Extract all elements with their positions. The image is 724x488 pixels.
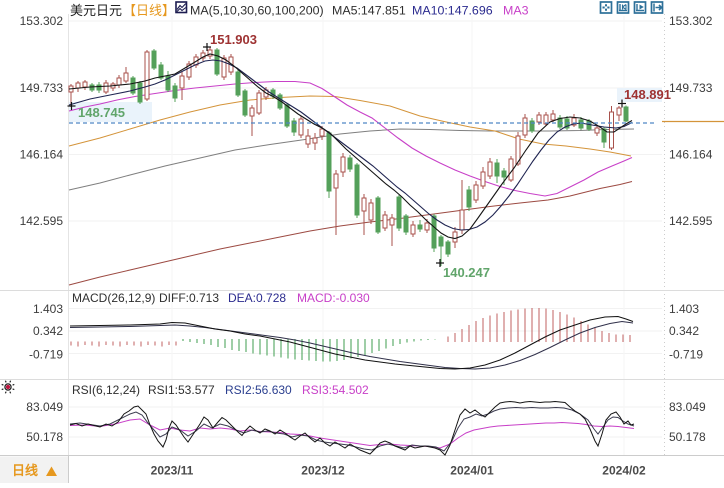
svg-text:83.049: 83.049 — [26, 400, 63, 414]
svg-text:-0.719: -0.719 — [29, 348, 63, 362]
svg-text:RSI3:54.502: RSI3:54.502 — [302, 383, 369, 397]
svg-text:148.891: 148.891 — [624, 87, 671, 102]
svg-text:0.342: 0.342 — [669, 324, 699, 338]
svg-text:142.595: 142.595 — [669, 214, 713, 228]
svg-text:153.302: 153.302 — [669, 14, 713, 28]
svg-text:RSI(6,12,24): RSI(6,12,24) — [72, 383, 140, 397]
svg-text:149.733: 149.733 — [20, 81, 64, 95]
svg-text:【日线】: 【日线】 — [123, 3, 175, 18]
svg-text:2023/12: 2023/12 — [301, 464, 345, 478]
svg-text:2023/11: 2023/11 — [151, 464, 194, 478]
svg-text:50.178: 50.178 — [669, 430, 706, 444]
svg-text:MACD:-0.030: MACD:-0.030 — [297, 291, 370, 305]
svg-text:MA3: MA3 — [503, 4, 529, 18]
svg-text:2024/01: 2024/01 — [450, 464, 494, 478]
svg-text:MA5:147.851: MA5:147.851 — [332, 4, 406, 18]
svg-text:50.178: 50.178 — [26, 430, 63, 444]
svg-text:1.403: 1.403 — [33, 302, 63, 316]
svg-text:-0.719: -0.719 — [669, 348, 703, 362]
svg-text:83.049: 83.049 — [669, 400, 706, 414]
svg-text:153.302: 153.302 — [20, 14, 64, 28]
svg-text:MA(5,10,30,60,100,200): MA(5,10,30,60,100,200) — [190, 4, 324, 18]
svg-text:MACD(26,12,9): MACD(26,12,9) — [72, 291, 155, 305]
svg-text:美元日元: 美元日元 — [70, 3, 122, 18]
svg-text:149.733: 149.733 — [669, 81, 713, 95]
svg-text:日线: 日线 — [12, 463, 38, 478]
svg-text:MA10:147.696: MA10:147.696 — [412, 4, 493, 18]
svg-text:151.903: 151.903 — [210, 32, 257, 47]
svg-text:148.745: 148.745 — [78, 105, 125, 120]
svg-text:2024/02: 2024/02 — [602, 464, 646, 478]
svg-text:1.403: 1.403 — [669, 302, 699, 316]
svg-text:146.164: 146.164 — [669, 148, 713, 162]
svg-text:RSI1:53.577: RSI1:53.577 — [148, 383, 215, 397]
svg-text:DEA:0.728: DEA:0.728 — [228, 291, 286, 305]
svg-text:0.342: 0.342 — [33, 324, 63, 338]
svg-text:DIFF:0.713: DIFF:0.713 — [159, 291, 219, 305]
svg-text:142.595: 142.595 — [20, 214, 64, 228]
svg-text:140.247: 140.247 — [443, 265, 490, 280]
svg-text:146.164: 146.164 — [20, 148, 64, 162]
svg-text:RSI2:56.630: RSI2:56.630 — [225, 383, 292, 397]
